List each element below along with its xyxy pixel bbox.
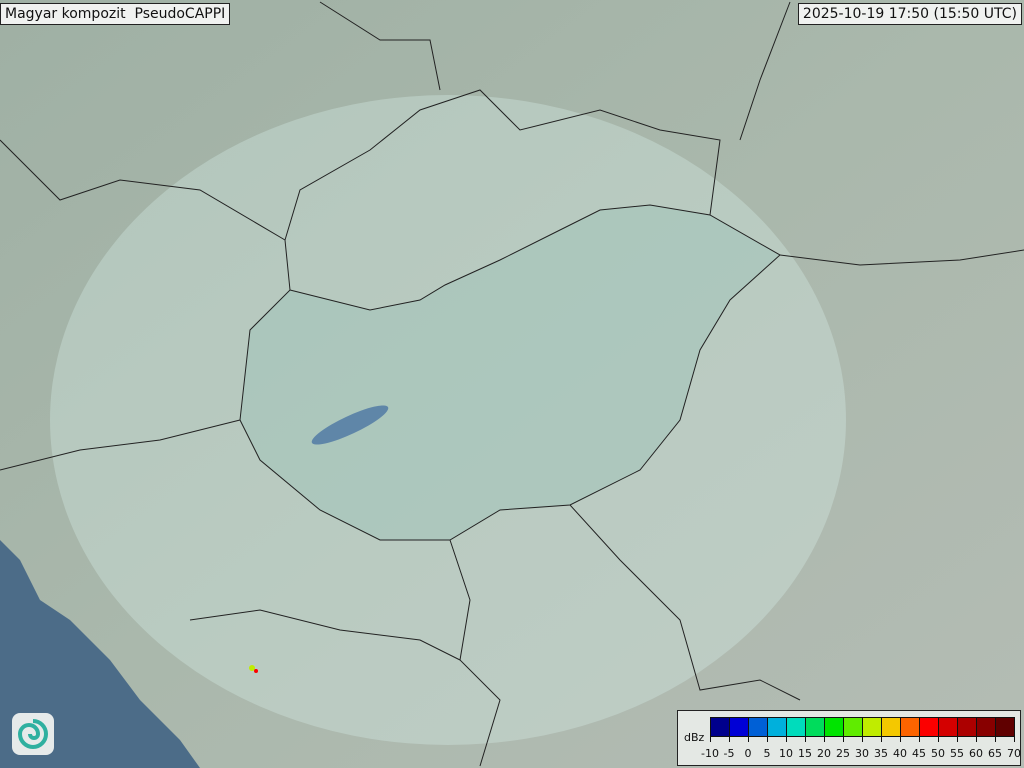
color-cell: [768, 718, 787, 736]
tick-label: 65: [988, 747, 1002, 760]
tick-mark: [1014, 736, 1015, 742]
color-cell: [730, 718, 749, 736]
dbz-legend: dBz -10 -5 0 5 10 15 20 25 30 35 40 45 50 55 60 65 70: [677, 710, 1021, 766]
omsz-logo[interactable]: [12, 713, 54, 755]
color-cell: [920, 718, 939, 736]
color-cell: [977, 718, 996, 736]
tick-mark: [919, 736, 920, 742]
color-cell: [863, 718, 882, 736]
tick-label: 50: [931, 747, 945, 760]
tick-mark: [995, 736, 996, 742]
tick-mark: [843, 736, 844, 742]
tick-label: 20: [817, 747, 831, 760]
tick-label: 25: [836, 747, 850, 760]
product-title: Magyar kompozit PseudoCAPPI: [0, 3, 231, 25]
tick-label: 15: [798, 747, 812, 760]
tick-label: 35: [874, 747, 888, 760]
tick-label: -5: [723, 747, 735, 760]
color-cell: [787, 718, 806, 736]
color-cell: [958, 718, 977, 736]
tick-label: 40: [893, 747, 907, 760]
tick-mark: [824, 736, 825, 742]
tick-mark: [767, 736, 768, 742]
adriatic-sea: [0, 540, 200, 768]
color-cell: [882, 718, 901, 736]
tick-mark: [938, 736, 939, 742]
lake-balaton: [311, 405, 389, 445]
color-cell: [806, 718, 825, 736]
tick-mark: [957, 736, 958, 742]
tick-label: -10: [701, 747, 719, 760]
tick-mark: [862, 736, 863, 742]
radar-echo: [249, 665, 258, 673]
color-cell: [996, 718, 1014, 736]
tick-label: 0: [744, 747, 752, 760]
color-cell: [939, 718, 958, 736]
color-cell: [901, 718, 920, 736]
tick-label: 70: [1007, 747, 1021, 760]
tick-mark: [729, 736, 730, 742]
color-cell: [844, 718, 863, 736]
tick-label: 45: [912, 747, 926, 760]
tick-mark: [881, 736, 882, 742]
tick-mark: [900, 736, 901, 742]
tick-label: 60: [969, 747, 983, 760]
radar-coverage: [50, 95, 846, 745]
tick-mark: [976, 736, 977, 742]
tick-label: 5: [763, 747, 771, 760]
tick-mark: [786, 736, 787, 742]
color-cell: [749, 718, 768, 736]
tick-label: 10: [779, 747, 793, 760]
tick-label: 55: [950, 747, 964, 760]
tick-mark: [805, 736, 806, 742]
legend-unit: dBz: [684, 731, 705, 744]
hungary-fill: [240, 205, 780, 540]
color-bar: [710, 717, 1015, 737]
tick-label: 30: [855, 747, 869, 760]
color-cell: [711, 718, 730, 736]
timestamp: 2025-10-19 17:50 (15:50 UTC): [797, 3, 1022, 25]
swirl-icon: [17, 719, 48, 749]
tick-mark: [748, 736, 749, 742]
tick-mark: [710, 736, 711, 742]
color-cell: [825, 718, 844, 736]
